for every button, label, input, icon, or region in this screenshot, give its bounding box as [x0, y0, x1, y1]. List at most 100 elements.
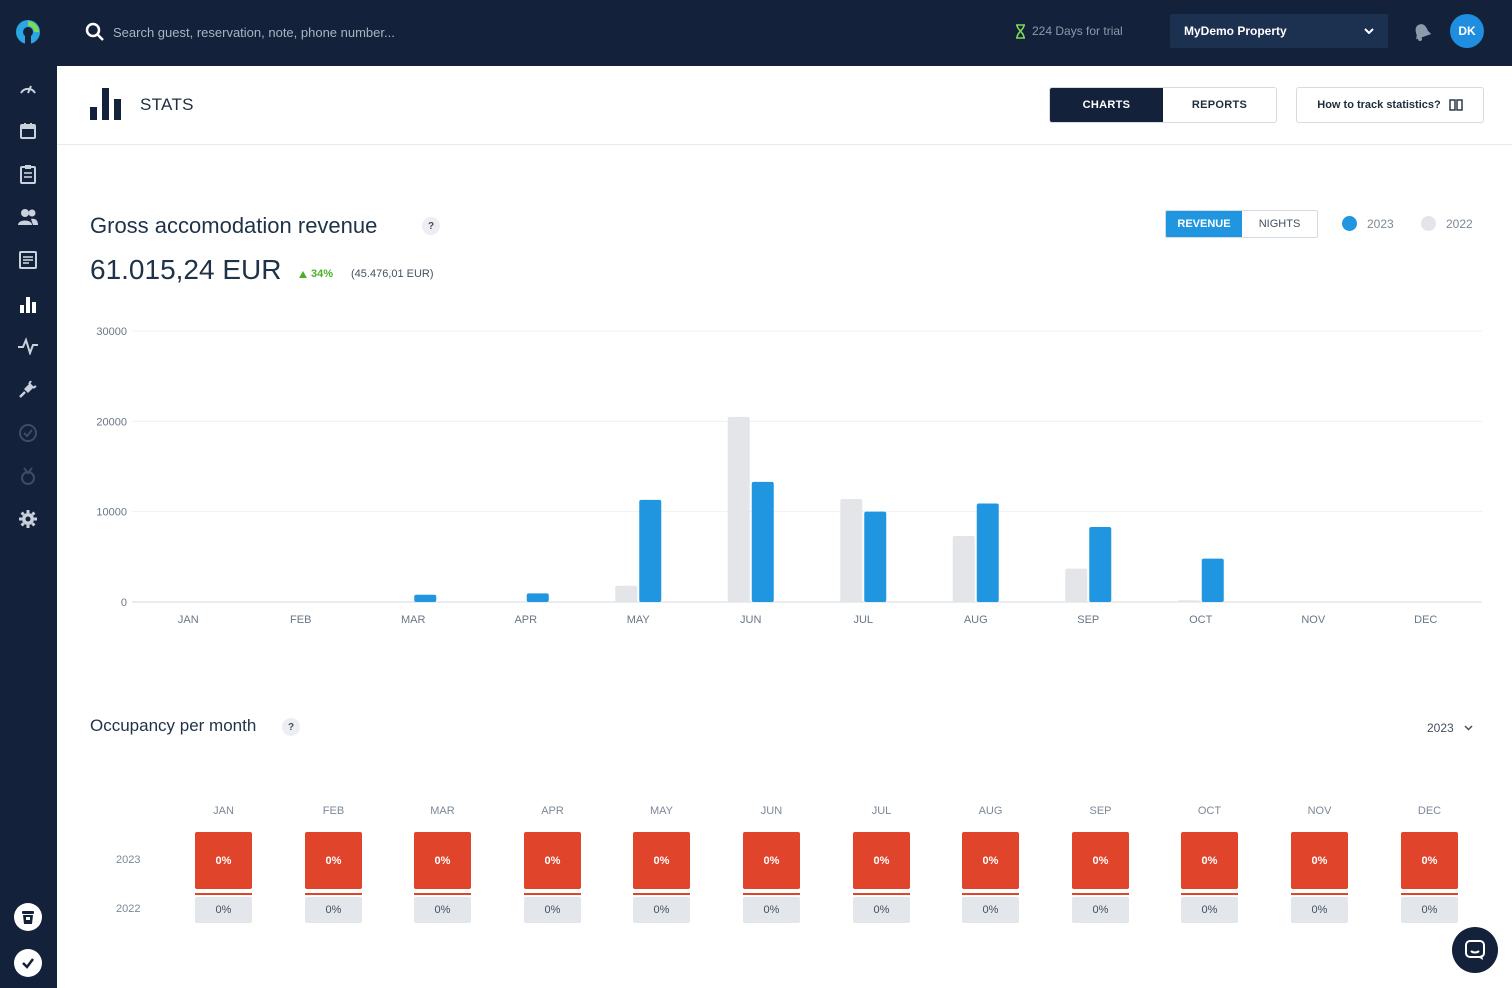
occupancy-cell-2022[interactable]: 0% [1072, 897, 1129, 923]
occupancy-cell-2022[interactable]: 0% [743, 897, 800, 923]
x-tick-label: APR [514, 614, 537, 626]
occupancy-cell-2022[interactable]: 0% [1401, 897, 1458, 923]
plug-icon[interactable] [16, 377, 40, 401]
checkmark-icon[interactable] [14, 949, 42, 977]
chevron-down-icon [1464, 725, 1473, 731]
book-icon [1449, 99, 1463, 111]
settings-gear-icon[interactable] [16, 507, 40, 531]
x-tick-label: NOV [1301, 614, 1326, 626]
page-title: STATS [140, 95, 194, 114]
activity-pulse-icon[interactable] [16, 334, 40, 358]
occupancy-cell-2023[interactable]: 0% [524, 832, 581, 889]
x-tick-label: SEP [1077, 614, 1099, 626]
x-tick-label: AUG [964, 614, 988, 626]
stats-icon [90, 88, 124, 120]
occupancy-month-header: OCT [1197, 805, 1222, 817]
bar-2023-may [639, 499, 662, 602]
occupancy-cell-2023[interactable]: 0% [743, 832, 800, 889]
bar-2022-may [615, 585, 638, 602]
x-tick-label: JAN [178, 614, 199, 626]
dashboard-gauge-icon[interactable] [16, 76, 40, 100]
x-tick-label: JUL [853, 614, 873, 626]
how-to-track-statistics-button[interactable]: How to track statistics? [1296, 87, 1484, 123]
bar-2022-aug [952, 536, 975, 602]
occupancy-cell-2022[interactable]: 0% [524, 897, 581, 923]
occupancy-cell-2023[interactable]: 0% [1072, 832, 1129, 889]
y-tick-label: 0 [121, 597, 127, 609]
bar-2023-apr [526, 593, 549, 602]
user-avatar[interactable]: DK [1450, 14, 1484, 48]
x-tick-label: DEC [1414, 614, 1437, 626]
occupancy-row-label-2023: 2023 [116, 854, 141, 866]
guests-icon[interactable] [16, 205, 40, 229]
toggle-nights[interactable]: NIGHTS [1242, 211, 1317, 237]
app-logo-icon[interactable] [14, 18, 42, 46]
occupancy-year-value: 2023 [1427, 721, 1454, 735]
occupancy-cell-2022[interactable]: 0% [1181, 897, 1238, 923]
x-tick-label: FEB [290, 614, 311, 626]
occupancy-month-header: AUG [978, 805, 1003, 817]
revenue-help-icon[interactable]: ? [422, 217, 440, 235]
invoices-icon[interactable] [16, 248, 40, 272]
search-icon [85, 22, 105, 42]
medal-icon[interactable] [16, 464, 40, 488]
occupancy-cell-2023[interactable]: 0% [1181, 832, 1238, 889]
sidebar [0, 0, 57, 988]
occupancy-help-icon[interactable]: ? [282, 718, 300, 736]
property-select[interactable]: MyDemo Property [1170, 14, 1388, 48]
revenue-amount: 61.015,24 EUR [90, 254, 282, 285]
y-tick-label: 30000 [96, 326, 127, 338]
x-tick-label: OCT [1189, 614, 1213, 626]
occupancy-cell-2022[interactable]: 0% [853, 897, 910, 923]
toggle-revenue[interactable]: REVENUE [1166, 211, 1242, 237]
legend-dot-2022 [1421, 216, 1436, 231]
search-input[interactable] [113, 18, 553, 46]
tab-reports[interactable]: REPORTS [1163, 88, 1276, 122]
occupancy-cell-2023[interactable]: 0% [305, 832, 362, 889]
occupancy-cell-2023[interactable]: 0% [414, 832, 471, 889]
calendar-icon[interactable] [16, 119, 40, 143]
trash-bin-icon[interactable] [14, 903, 42, 931]
occupancy-month-header: JUL [871, 805, 892, 817]
occupancy-divider [962, 893, 1019, 895]
occupancy-cell-2023[interactable]: 0% [633, 832, 690, 889]
occupancy-divider [1181, 893, 1238, 895]
chevron-down-icon [1364, 28, 1374, 34]
legend-2022[interactable]: 2022 [1421, 216, 1473, 231]
property-name: MyDemo Property [1184, 24, 1287, 38]
occupancy-cell-2022[interactable]: 0% [962, 897, 1019, 923]
occupancy-cell-2022[interactable]: 0% [1291, 897, 1348, 923]
occupancy-cell-2023[interactable]: 0% [195, 832, 252, 889]
hourglass-icon [1016, 23, 1025, 39]
tab-charts[interactable]: CHARTS [1050, 88, 1163, 122]
occupancy-cell-2023[interactable]: 0% [853, 832, 910, 889]
occupancy-divider [524, 893, 581, 895]
occupancy-divider [633, 893, 690, 895]
top-bar: 224 Days for trial MyDemo Property DK [57, 0, 1512, 66]
trial-indicator[interactable]: 224 Days for trial [1015, 22, 1123, 40]
legend-label-2022: 2022 [1446, 216, 1473, 231]
occupancy-year-select[interactable]: 2023 [1427, 721, 1473, 735]
occupancy-cell-2022[interactable]: 0% [414, 897, 471, 923]
bar-2022-jul [840, 499, 863, 602]
occupancy-month-header: MAY [649, 805, 674, 817]
occupancy-cell-2023[interactable]: 0% [1401, 832, 1458, 889]
check-circle-icon[interactable] [16, 421, 40, 445]
chat-icon [1465, 940, 1485, 960]
bar-2022-sep [1065, 568, 1088, 602]
occupancy-cell-2022[interactable]: 0% [633, 897, 690, 923]
stats-bar-chart-icon[interactable] [16, 292, 40, 316]
chat-support-button[interactable] [1452, 927, 1498, 973]
view-tabs: CHARTS REPORTS [1049, 87, 1277, 123]
occupancy-month-header: DEC [1417, 805, 1442, 817]
notifications-bell-icon[interactable] [1411, 21, 1433, 43]
occupancy-cell-2023[interactable]: 0% [962, 832, 1019, 889]
occupancy-divider [1072, 893, 1129, 895]
occupancy-cell-2023[interactable]: 0% [1291, 832, 1348, 889]
legend-2023[interactable]: 2023 [1342, 216, 1394, 231]
occupancy-cell-2022[interactable]: 0% [305, 897, 362, 923]
occupancy-cell-2022[interactable]: 0% [195, 897, 252, 923]
legend-dot-2023 [1342, 216, 1357, 231]
bar-2023-sep [1089, 527, 1112, 602]
clipboard-icon[interactable] [16, 162, 40, 186]
